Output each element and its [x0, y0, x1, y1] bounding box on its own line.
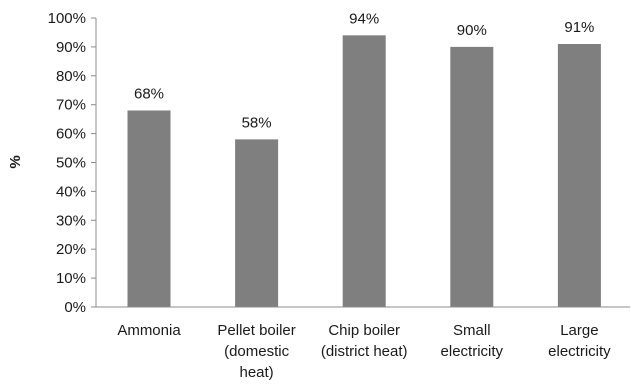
x-tick-label: Large	[560, 322, 598, 339]
y-tick-label: 30%	[56, 212, 86, 229]
data-label: 94%	[349, 10, 379, 27]
y-tick-label: 20%	[56, 241, 86, 258]
x-tick-label: (domestic	[224, 343, 290, 360]
bar	[342, 35, 386, 308]
bars	[127, 35, 601, 308]
data-labels: 68% 58% 94% 90% 91%	[134, 10, 594, 131]
x-tick-label: Small	[453, 322, 491, 339]
bar	[557, 44, 601, 307]
x-tick-label: Ammonia	[117, 322, 181, 339]
bar	[235, 139, 279, 307]
x-tick-label: heat)	[239, 364, 273, 381]
bar	[450, 46, 494, 308]
x-tick-label: electricity	[441, 343, 504, 360]
data-label: 90%	[457, 22, 487, 39]
bar	[127, 110, 171, 307]
y-axis-label: %	[7, 155, 24, 168]
x-tick-label: Chip boiler	[328, 322, 400, 339]
x-axis: Ammonia Pellet boiler (domestic heat) Chip b…	[117, 322, 611, 381]
y-tick-label: 90%	[56, 39, 86, 56]
y-tick-label: 70%	[56, 97, 86, 114]
y-tick-label: 80%	[56, 68, 86, 85]
x-tick-label: Pellet boiler	[217, 322, 295, 339]
data-label: 68%	[134, 85, 164, 102]
y-tick-label: 100%	[48, 10, 86, 27]
y-tick-label: 60%	[56, 126, 86, 143]
y-axis: 0% 10% 20% 30% 40% 50% 60% 70% 80% 90% 100%	[48, 10, 96, 316]
x-tick-label: electricity	[548, 343, 611, 360]
y-tick-label: 40%	[56, 183, 86, 200]
data-label: 91%	[564, 19, 594, 36]
y-tick-label: 10%	[56, 270, 86, 287]
y-tick-label: 50%	[56, 155, 86, 172]
x-tick-label: (district heat)	[321, 343, 408, 360]
data-label: 58%	[242, 114, 272, 131]
y-tick-label: 0%	[64, 299, 86, 316]
